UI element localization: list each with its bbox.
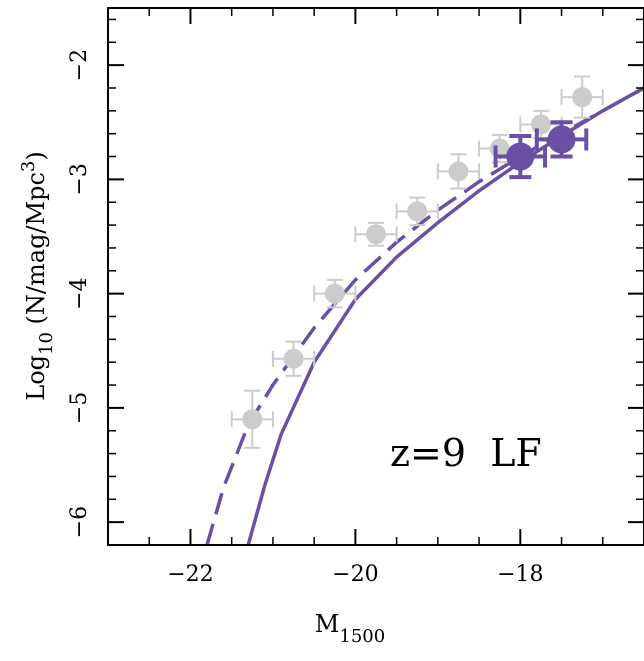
grey-data-point bbox=[230, 389, 274, 449]
axis-ticks: −22 −20 −18 −6 −5 −4 −3 −2 bbox=[67, 8, 644, 587]
grey-data-point bbox=[395, 196, 439, 227]
grey-data-point bbox=[313, 278, 357, 309]
x-axis-title: M1500 bbox=[315, 610, 385, 647]
point-marker bbox=[366, 224, 386, 245]
point-marker bbox=[283, 348, 304, 369]
point-marker bbox=[572, 87, 593, 108]
solid-model-curve bbox=[246, 86, 644, 545]
grey-data-point bbox=[560, 75, 604, 119]
point-marker bbox=[547, 125, 576, 154]
x-tick-label: −20 bbox=[332, 562, 378, 587]
redshift-annotation: z=9 LF bbox=[390, 431, 542, 475]
purple-data-point bbox=[534, 120, 589, 159]
x-tick-label: −18 bbox=[497, 562, 543, 587]
y-tick-label: −6 bbox=[67, 506, 92, 538]
y-tick-label: −2 bbox=[67, 49, 92, 81]
model-curves bbox=[205, 86, 644, 545]
point-marker bbox=[324, 283, 345, 304]
y-axis-title: Log10 (N/mag/Mpc3) bbox=[18, 151, 57, 400]
point-marker bbox=[506, 142, 535, 171]
plot-frame bbox=[107, 7, 644, 546]
point-marker bbox=[448, 161, 469, 182]
y-tick-label: −4 bbox=[67, 277, 92, 309]
purple-data-point bbox=[493, 133, 548, 180]
grey-data-point bbox=[436, 153, 481, 190]
grey-data-point bbox=[354, 221, 398, 247]
point-marker bbox=[242, 409, 263, 430]
data-points bbox=[230, 75, 604, 449]
y-tick-label: −5 bbox=[67, 392, 92, 424]
y-tick-label: −3 bbox=[67, 163, 92, 195]
grey-data-point bbox=[271, 340, 316, 377]
dashed-model-curve bbox=[205, 86, 644, 545]
point-marker bbox=[530, 114, 551, 135]
x-tick-label: −22 bbox=[167, 562, 213, 587]
point-marker bbox=[407, 201, 428, 222]
